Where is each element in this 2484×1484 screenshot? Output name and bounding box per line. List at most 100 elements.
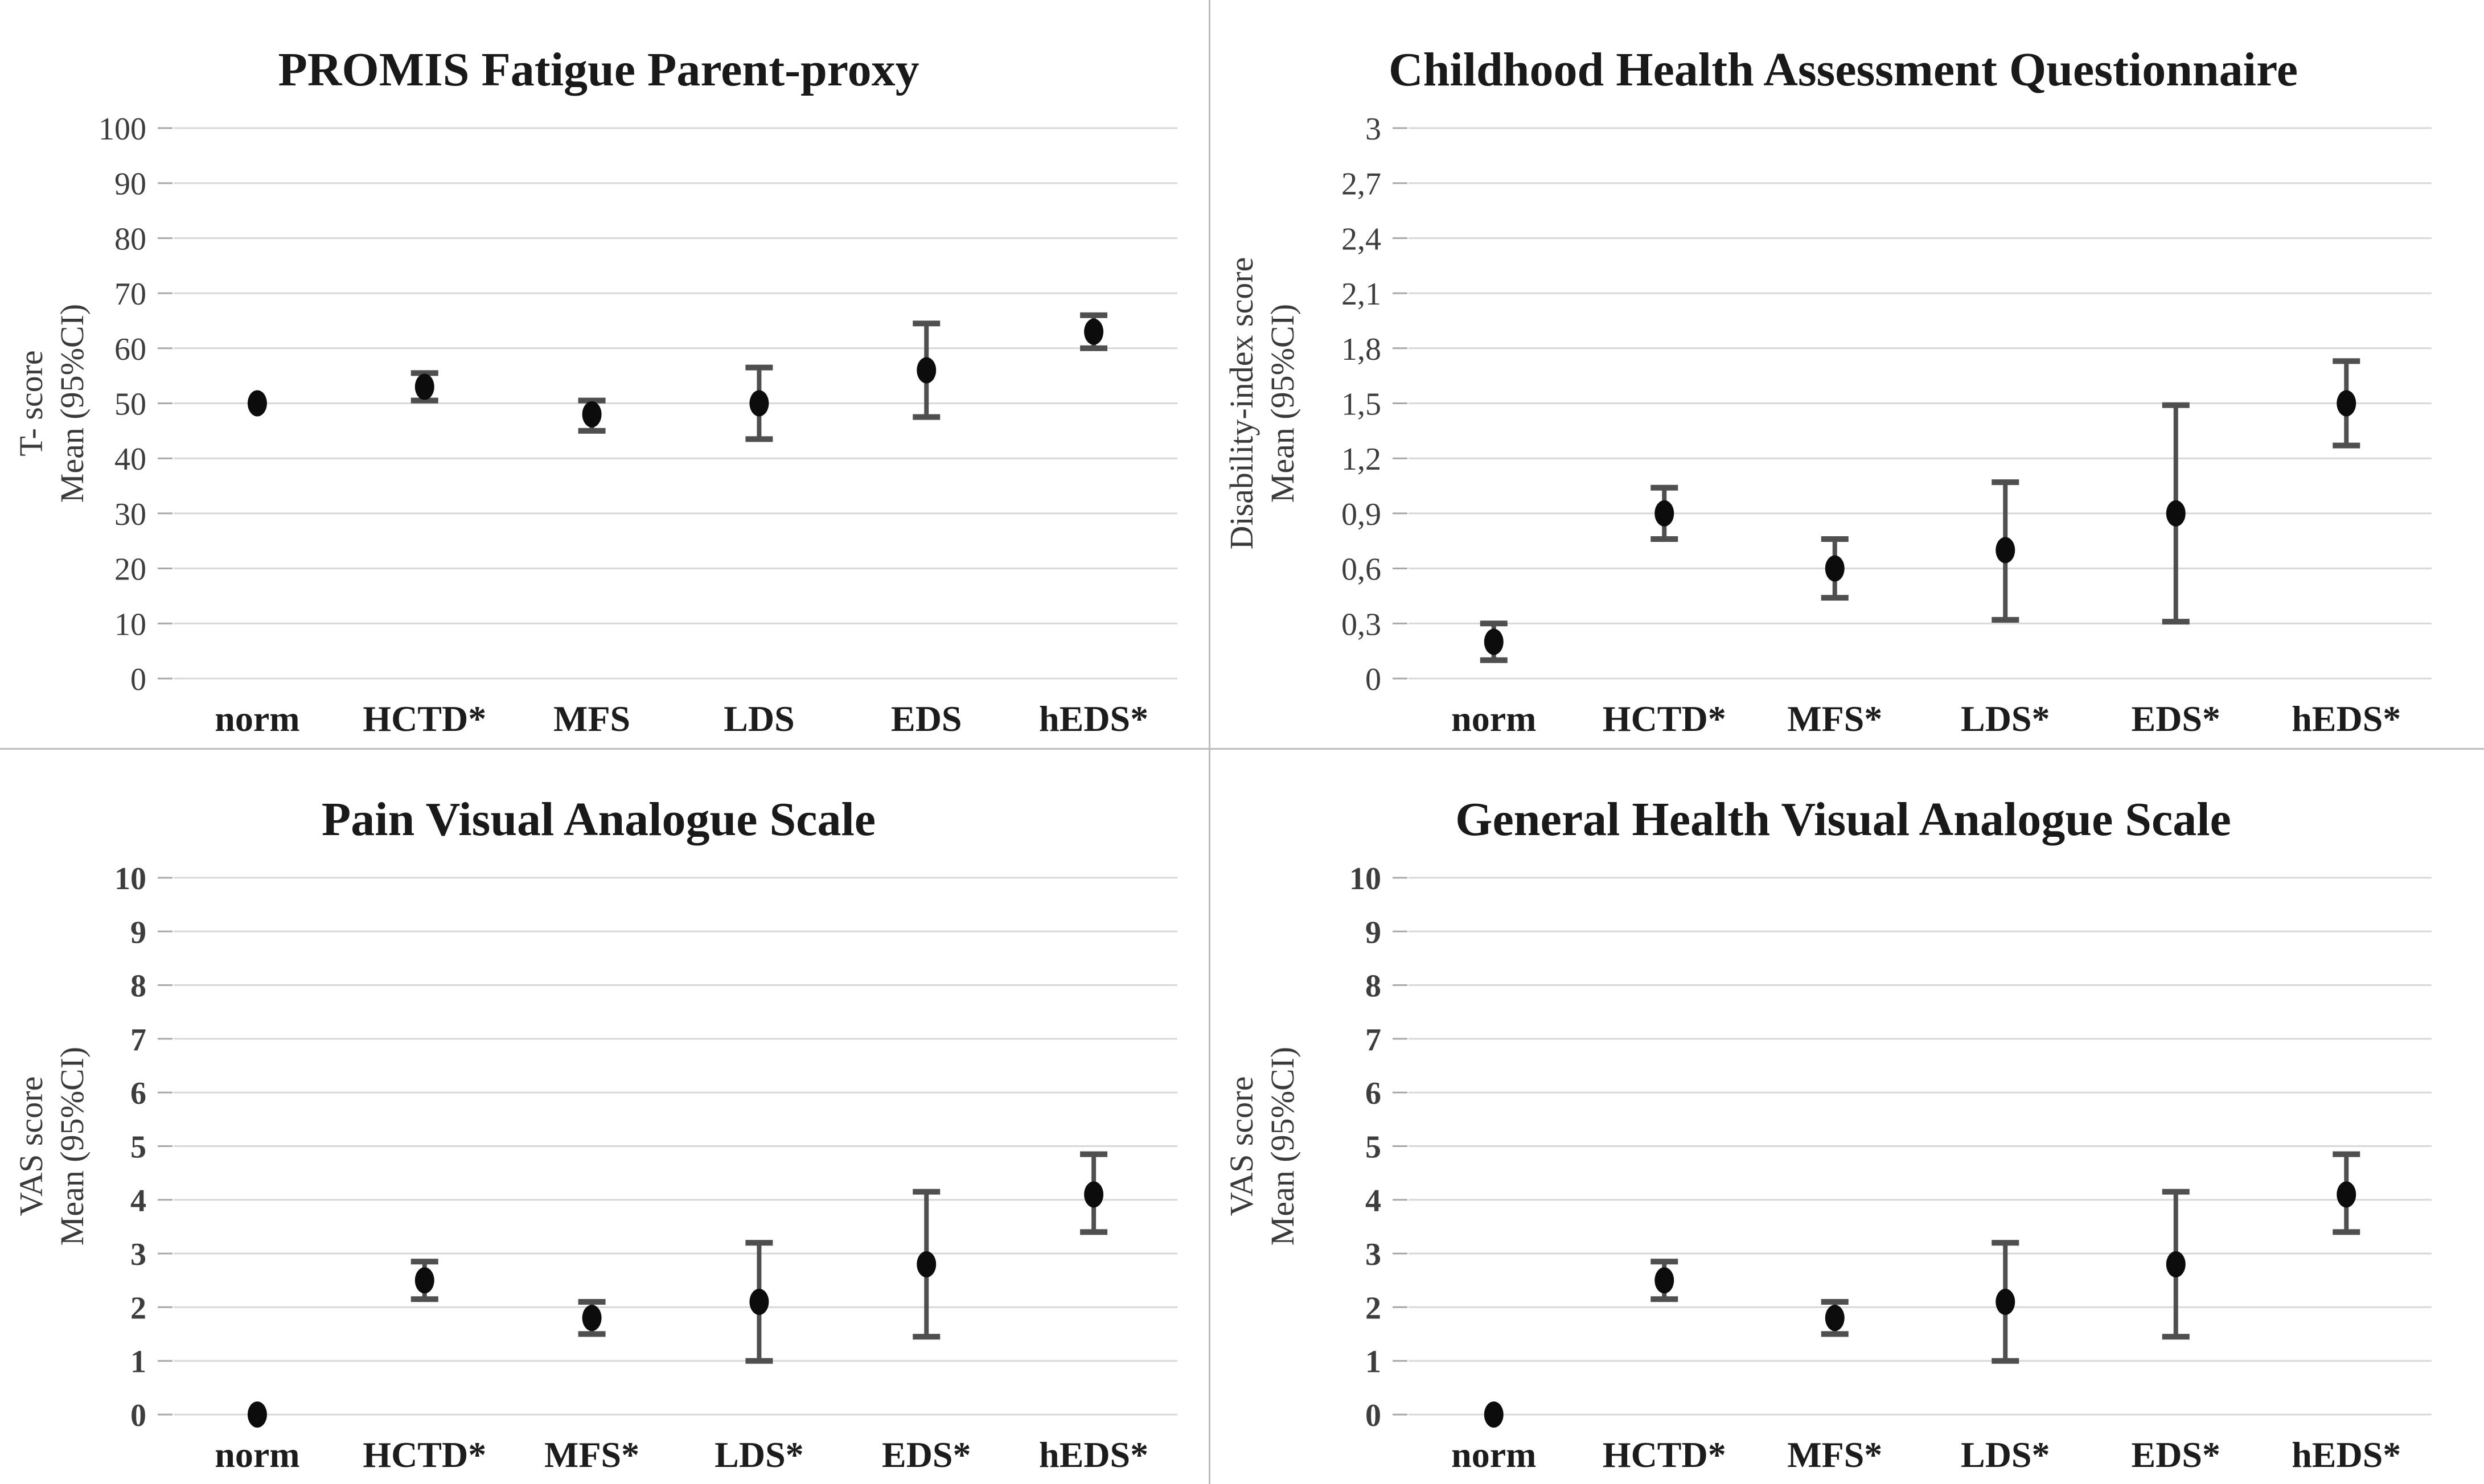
mean-point [917,357,937,384]
y-axis-label-line: Mean (95%CI) [54,304,91,503]
y-axis-label-line: VAS score [13,1076,50,1216]
category-label: EDS [891,698,962,739]
category-label: hEDS* [1039,1434,1148,1475]
y-axis-label-line: Mean (95%CI) [1264,304,1301,503]
category-label: hEDS* [2292,698,2401,739]
y-tick-label: 6 [130,1076,146,1111]
category-label: EDS* [2132,698,2221,739]
mean-point [1825,555,1845,582]
mean-point [1996,1288,2015,1315]
y-tick-label: 10 [114,861,146,897]
y-tick-label: 3 [1365,112,1381,147]
mean-point [1484,628,1504,655]
category-label: norm [215,698,299,739]
mean-point [749,390,769,417]
panel-general-health-vas: 0 1 2 3 4 5 6 7 8 9 10 General Health Visual Analog… [1210,750,2484,1484]
y-tick-label: 4 [1365,1183,1381,1219]
y-tick-label: 10 [1349,861,1381,897]
y-tick-label: 5 [1365,1130,1381,1165]
y-tick-label: 7 [1365,1022,1381,1058]
chart-title: General Health Visual Analogue Scale [1455,793,2231,846]
y-tick-label: 2 [1365,1290,1381,1326]
mean-point [2166,500,2186,527]
category-label: norm [1451,1434,1536,1475]
chart-title: Pain Visual Analogue Scale [322,793,876,846]
y-tick-label: 0 [1365,662,1381,697]
mean-point [1484,1401,1504,1428]
category-label: MFS [553,698,630,739]
mean-point [917,1251,937,1277]
y-tick-label: 50 [114,387,146,422]
panel-chaq: 0 0,3 0,6 0,9 1,2 1,5 1,8 2,1 2,4 2,7 3 Childhood H… [1210,0,2484,750]
category-label: HCTD* [1603,1434,1726,1475]
mean-point [1654,1267,1674,1294]
mean-point [1825,1305,1845,1331]
mean-point [247,390,267,417]
category-label: MFS* [1787,1434,1882,1475]
category-label: MFS* [1787,698,1882,739]
y-tick-label: 0 [130,1398,146,1433]
category-label: HCTD* [363,698,486,739]
y-tick-label: 60 [114,332,146,367]
y-tick-label: 2 [130,1290,146,1326]
y-tick-label: 8 [1365,969,1381,1004]
y-axis-label-line: T- score [13,350,50,456]
category-label: MFS* [544,1434,639,1475]
y-tick-label: 10 [114,607,146,642]
y-tick-label: 0,9 [1341,497,1381,532]
mean-point [582,1305,602,1331]
y-tick-label: 5 [130,1130,146,1165]
chart-title: PROMIS Fatigue Parent-proxy [278,43,919,96]
category-label: HCTD* [363,1434,486,1475]
chart-promis-fatigue: 0 10 20 30 40 50 60 70 80 90 100 PROMIS Fatigue Par… [13,43,1177,739]
y-tick-label: 9 [130,915,146,950]
y-tick-label: 8 [130,969,146,1004]
y-tick-label: 70 [114,277,146,312]
chart-general-health-vas: 0 1 2 3 4 5 6 7 8 9 10 General Health Visual Analog… [1223,793,2432,1475]
panel-pain-vas: 0 1 2 3 4 5 6 7 8 9 10 Pain Visual Analogue Scale VA… [0,750,1210,1484]
mean-point [582,401,602,427]
y-tick-label: 3 [1365,1237,1381,1272]
chart-title: Childhood Health Assessment Questionnair… [1389,43,2298,96]
y-tick-label: 2,4 [1341,221,1381,257]
y-tick-label: 1,5 [1341,387,1381,422]
y-tick-label: 6 [1365,1076,1381,1111]
mean-point [1084,318,1104,345]
category-label: HCTD* [1603,698,1726,739]
category-label: LDS* [1961,1434,2050,1475]
category-label: LDS* [1961,698,2050,739]
mean-point [2337,390,2356,417]
category-label: LDS [724,698,795,739]
y-axis-label-line: Disability-index score [1223,257,1260,550]
y-tick-label: 40 [114,442,146,477]
mean-point [414,1267,434,1294]
panel-promis-fatigue: 0 10 20 30 40 50 60 70 80 90 100 PROMIS Fatigue Par… [0,0,1210,750]
y-axis-label-line: Mean (95%CI) [54,1047,91,1246]
y-tick-label: 7 [130,1022,146,1058]
y-tick-label: 20 [114,552,146,587]
mean-point [2166,1251,2186,1277]
category-label: EDS* [882,1434,971,1475]
category-label: LDS* [715,1434,804,1475]
y-tick-label: 0 [130,662,146,697]
category-label: hEDS* [1039,698,1148,739]
mean-point [1084,1181,1104,1208]
y-tick-label: 2,1 [1341,277,1381,312]
category-label: norm [1451,698,1536,739]
y-tick-label: 0,3 [1341,607,1381,642]
y-tick-label: 80 [114,221,146,257]
y-tick-label: 0,6 [1341,552,1381,587]
y-tick-label: 2,7 [1341,167,1381,202]
mean-point [1996,537,2015,564]
mean-point [2337,1181,2356,1208]
y-tick-label: 90 [114,167,146,202]
y-axis-label-line: VAS score [1223,1076,1260,1216]
y-tick-label: 1,8 [1341,332,1381,367]
mean-point [247,1401,267,1428]
category-label: hEDS* [2292,1434,2401,1475]
y-tick-label: 0 [1365,1398,1381,1433]
mean-point [1654,500,1674,527]
y-tick-label: 3 [130,1237,146,1272]
